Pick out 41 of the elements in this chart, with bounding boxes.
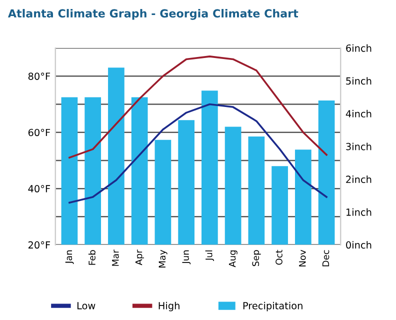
- bar: [248, 136, 265, 245]
- x-tick-label: Jan: [65, 250, 74, 264]
- chart-title: Atlanta Climate Graph - Georgia Climate Chart: [8, 8, 298, 20]
- x-tick-label: Jun: [182, 250, 191, 264]
- x-tick-label: Sep: [252, 250, 261, 266]
- legend-label: Precipitation: [243, 302, 302, 312]
- x-tick-label: Jul: [205, 250, 214, 262]
- bar: [84, 97, 102, 245]
- y-tick-label: 80°F: [28, 72, 50, 80]
- bar: [178, 120, 194, 245]
- y2-tick-label: 4inch: [346, 110, 372, 118]
- y-tick-label: 20°F: [28, 241, 50, 249]
- y-tick-label: 40°F: [28, 185, 50, 192]
- bar: [108, 68, 124, 245]
- y-tick-label: 60°F: [28, 128, 50, 136]
- bar: [154, 140, 172, 245]
- x-tick-label: Mar: [112, 250, 119, 266]
- line-series: [68, 56, 328, 159]
- y2-tick-label: 0inch: [346, 241, 372, 249]
- bar: [224, 126, 242, 245]
- bar: [272, 166, 288, 245]
- x-tick-label: Dec: [322, 250, 330, 266]
- x-tick-label: Apr: [135, 250, 144, 266]
- bar: [202, 90, 218, 245]
- bar: [61, 97, 78, 245]
- bar: [131, 97, 148, 245]
- y2-tick-label: 6inch: [346, 44, 372, 52]
- x-tick-label: Feb: [88, 250, 96, 265]
- line-series: [68, 103, 328, 204]
- y2-tick-label: 5inch: [346, 77, 372, 85]
- legend-label: High: [158, 302, 180, 312]
- x-tick-label: Oct: [276, 250, 282, 265]
- x-tick-label: Aug: [228, 250, 238, 268]
- y2-tick-label: 3inch: [346, 142, 372, 150]
- y2-tick-label: 2inch: [346, 176, 372, 184]
- x-tick-label: May: [158, 250, 168, 268]
- x-tick-label: Nov: [299, 250, 306, 266]
- y2-tick-label: 1inch: [346, 208, 372, 216]
- legend-label: Low: [77, 302, 96, 310]
- bar: [294, 150, 312, 245]
- bar: [318, 100, 335, 245]
